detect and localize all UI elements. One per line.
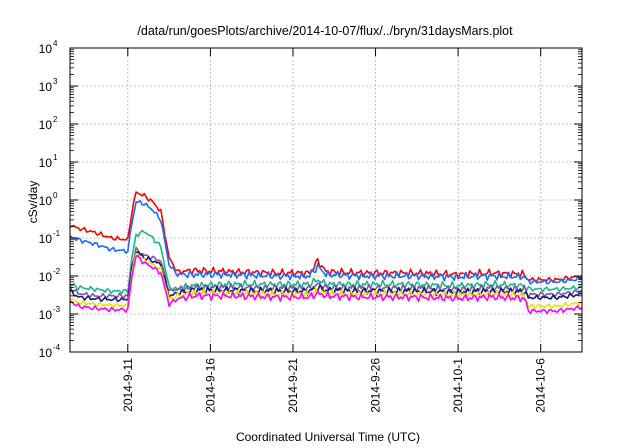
x-tick-label: 2014-9-11 [121, 358, 135, 412]
ticks [70, 47, 582, 353]
y-tick-label: 10 [39, 270, 53, 284]
series-line [69, 246, 583, 299]
x-tick-labels: 2014-9-11 2014-9-16 2014-9-21 2014-9-26 2014… [121, 358, 548, 413]
y-tick-exponent: 3 [53, 77, 58, 86]
chart-title: /data/run/goesPlots/archive/2014-10-07/f… [137, 24, 513, 38]
y-tick-exponent: 0 [53, 191, 58, 200]
y-tick-exponent: 1 [53, 153, 58, 162]
x-tick-label: 2014-9-16 [203, 358, 217, 413]
x-tick-label: 2014-9-26 [369, 358, 383, 413]
x-tick-label: 2014-9-21 [286, 358, 300, 413]
x-tick-label: 2014-10-6 [534, 358, 548, 413]
series-line [69, 252, 583, 310]
y-tick-label: 10 [39, 232, 53, 246]
series-line [69, 229, 583, 295]
y-tick-exponent: 2 [53, 115, 58, 124]
y-tick-label: 10 [39, 156, 53, 170]
y-tick-label: 10 [39, 118, 53, 132]
y-tick-label: 10 [39, 346, 53, 360]
series-line [69, 255, 583, 315]
x-tick-label: 2014-10-1 [451, 358, 465, 413]
y-tick-label: 10 [39, 80, 53, 94]
y-tick-exponent: -4 [53, 343, 61, 352]
y-tick-exponent: -1 [53, 229, 61, 238]
y-axis-label: cSv/day [26, 181, 40, 224]
series-line [69, 200, 583, 285]
x-axis-label: Coordinated Universal Time (UTC) [236, 430, 420, 444]
y-tick-label: 10 [39, 42, 53, 56]
series-group [69, 191, 583, 315]
grid [70, 48, 582, 352]
y-tick-exponent: -2 [53, 267, 61, 276]
y-tick-label: 10 [39, 308, 53, 322]
y-tick-exponent: 4 [53, 39, 58, 48]
y-tick-label: 10 [39, 194, 53, 208]
series-line [69, 251, 583, 303]
y-tick-exponent: -3 [53, 305, 61, 314]
